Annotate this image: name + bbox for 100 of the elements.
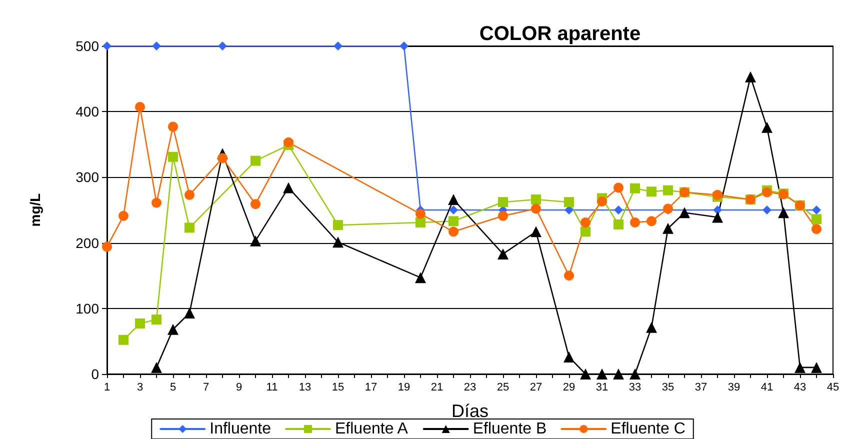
point (679, 207, 690, 218)
point (778, 207, 789, 218)
point (498, 248, 508, 260)
point (218, 153, 228, 164)
x-tick-label: 9 (236, 382, 242, 394)
point (531, 194, 541, 205)
point (531, 204, 541, 214)
point (564, 270, 574, 281)
point (448, 226, 458, 237)
x-tick-label: 23 (464, 382, 476, 394)
legend-label: Efluente C (610, 420, 686, 438)
point (151, 362, 162, 373)
x-tick-label: 21 (430, 382, 444, 394)
point (448, 216, 458, 226)
point (564, 351, 574, 362)
point (250, 156, 260, 166)
x-axis-title: Días (451, 401, 489, 421)
point (184, 307, 195, 318)
point (630, 183, 640, 194)
x-tick-label: 1 (104, 382, 110, 394)
point (762, 206, 772, 214)
x-tick-label: 33 (628, 382, 642, 394)
point (334, 42, 342, 50)
point (580, 226, 590, 237)
point (597, 196, 607, 206)
point (812, 214, 822, 224)
point (168, 324, 178, 335)
point (332, 236, 344, 248)
x-tick-label: 29 (562, 382, 576, 394)
point (400, 42, 408, 50)
x-tick-label: 3 (136, 382, 144, 394)
x-tick-label: 13 (298, 382, 312, 394)
point (812, 224, 822, 234)
point (646, 322, 657, 333)
point (135, 102, 145, 112)
point (168, 122, 178, 132)
point (449, 206, 458, 214)
x-tick-label: 7 (202, 382, 210, 394)
x-tick-label: 11 (266, 382, 278, 394)
point (646, 216, 656, 226)
point (530, 226, 542, 238)
point (416, 208, 426, 219)
x-tick-label: 39 (728, 382, 740, 394)
point (794, 362, 806, 373)
point (762, 122, 772, 133)
y-tick-label: 300 (76, 169, 100, 186)
point (580, 217, 590, 228)
legend-label: Efluente A (335, 420, 408, 438)
point (250, 199, 260, 210)
point (812, 206, 821, 214)
y-axis-title: mg/L (27, 192, 43, 227)
point (630, 217, 640, 228)
x-tick-label: 35 (662, 382, 674, 394)
point (663, 185, 673, 196)
x-tick-label: 19 (398, 382, 410, 394)
point (613, 368, 624, 380)
point (713, 206, 722, 214)
point (646, 186, 656, 197)
point (184, 190, 194, 200)
y-tick-label: 0 (91, 366, 100, 382)
point (152, 198, 162, 208)
point (333, 220, 343, 230)
x-tick-label: 25 (496, 382, 510, 394)
x-tick-label: 37 (694, 382, 708, 394)
point (614, 219, 624, 230)
legend-label: Efluente B (472, 420, 547, 438)
y-tick-label: 200 (76, 234, 100, 251)
point (564, 197, 574, 208)
x-tick-label: 31 (596, 382, 608, 394)
x-tick-label: 15 (332, 382, 344, 394)
point (662, 222, 674, 234)
point (118, 334, 128, 345)
point (630, 368, 640, 380)
point (448, 194, 459, 206)
x-tick-label: 5 (170, 382, 176, 394)
x-tick-label: 41 (760, 382, 774, 394)
point (152, 42, 161, 50)
x-tick-label: 45 (826, 382, 840, 394)
point (614, 206, 623, 214)
point (168, 152, 178, 162)
point (118, 210, 128, 221)
point (283, 182, 294, 194)
point (250, 235, 261, 246)
point (416, 217, 426, 228)
point (284, 137, 294, 148)
y-tick-label: 100 (76, 300, 100, 316)
chart-title: COLOR aparente (479, 23, 641, 45)
y-tick-label: 500 (76, 38, 100, 54)
point (152, 314, 162, 325)
point (811, 362, 822, 373)
point (415, 272, 426, 284)
point (184, 222, 194, 233)
point (498, 197, 508, 208)
x-tick-label: 17 (364, 382, 378, 394)
point (102, 242, 112, 252)
x-tick-label: 43 (794, 382, 806, 394)
point (135, 318, 145, 328)
point (498, 210, 508, 221)
x-tick-label: 27 (530, 382, 542, 394)
point (745, 71, 756, 82)
